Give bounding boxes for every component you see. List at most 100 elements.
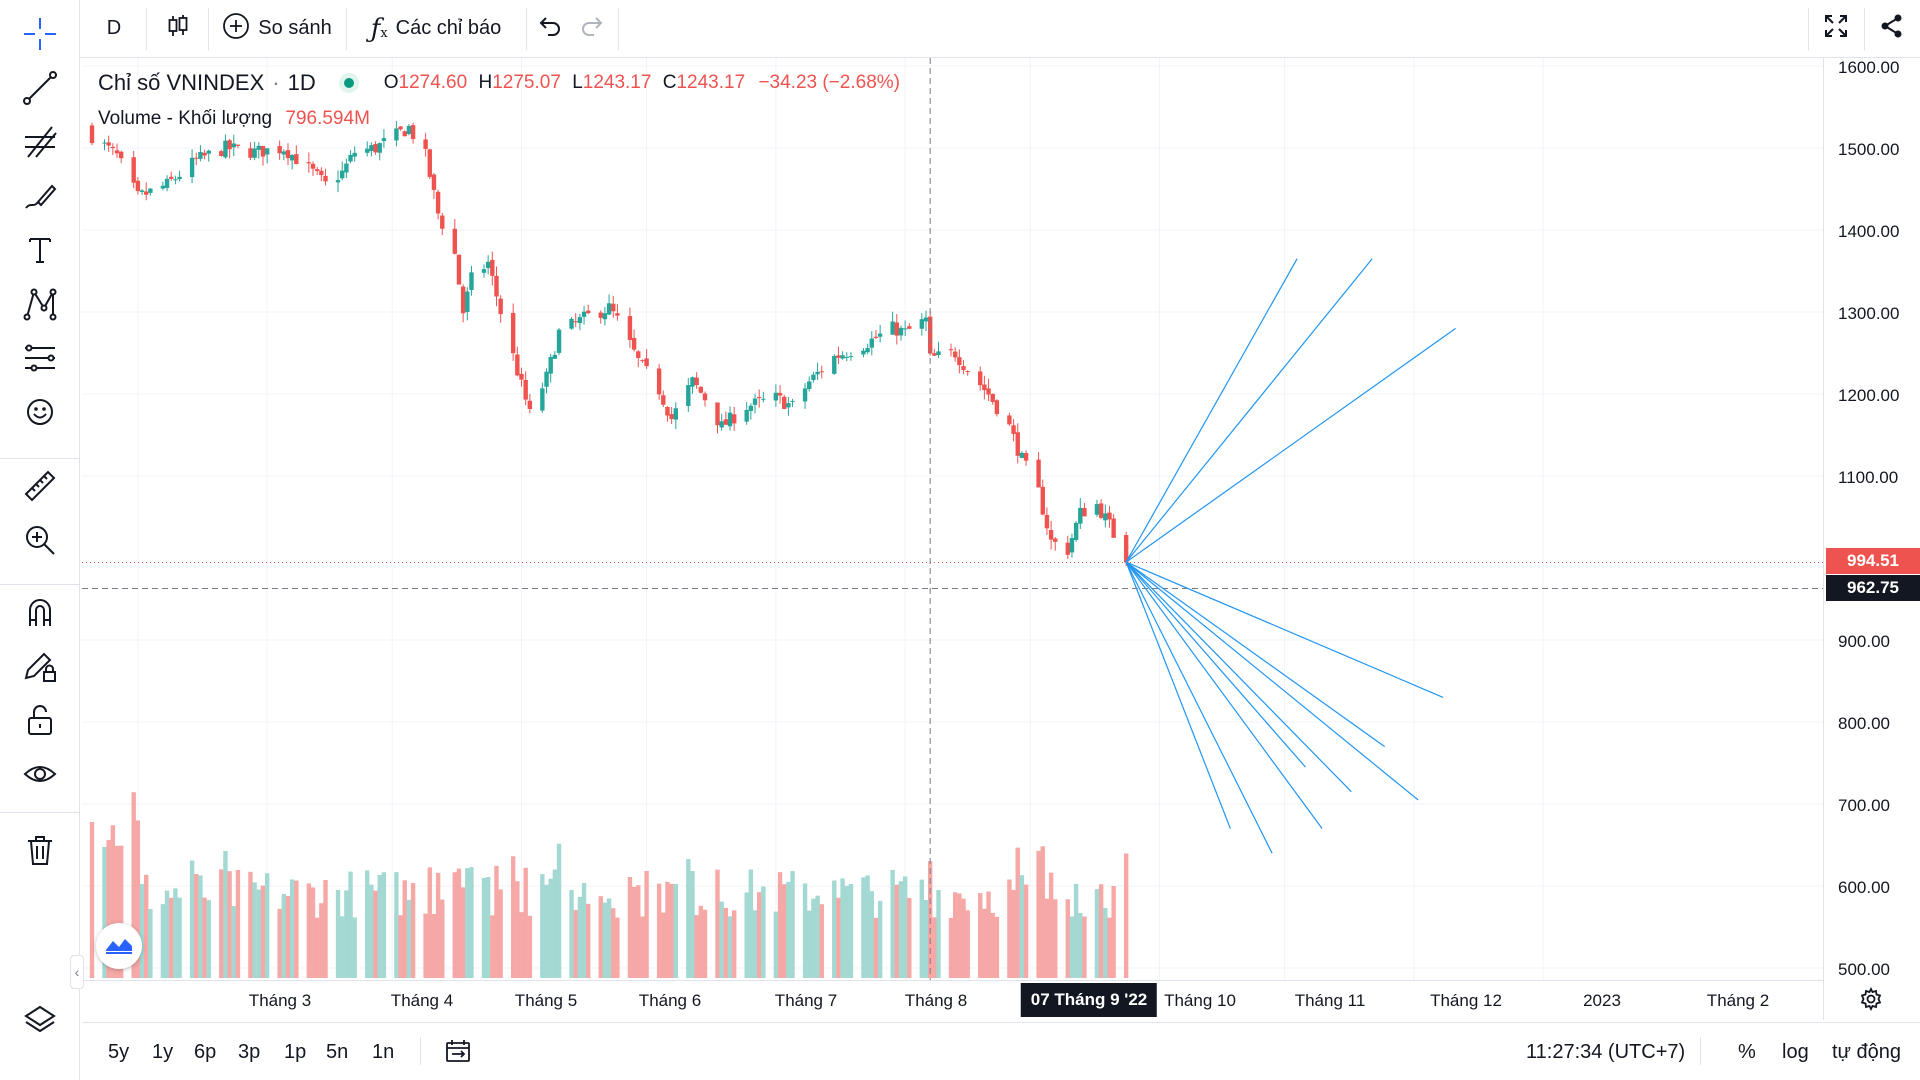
volume-bar: [264, 873, 270, 978]
volume-bar: [219, 869, 224, 978]
range-5n[interactable]: 5n: [326, 1041, 349, 1063]
candles-icon: [165, 13, 191, 45]
candle-body: [435, 191, 441, 214]
time-tick: Tháng 5: [514, 991, 578, 1010]
candle-body: [1123, 535, 1129, 563]
share-button[interactable]: [1868, 0, 1916, 57]
volume-bar: [131, 792, 136, 978]
percent-toggle[interactable]: %: [1738, 1041, 1756, 1063]
fullscreen-button[interactable]: [1812, 0, 1860, 57]
symbol-title[interactable]: Chỉ số VNINDEX: [98, 70, 265, 95]
bottom-toolbar: 5y 1y 6p 3p 1p 5n 1n 11:27:34 (UTC+7) % …: [82, 1022, 1920, 1080]
text-tool[interactable]: [18, 230, 62, 274]
candle-body: [173, 179, 178, 181]
lock-drawing-mode[interactable]: [18, 646, 62, 690]
icons-tool[interactable]: [18, 392, 62, 436]
fib-tool[interactable]: [18, 122, 62, 166]
interval-button[interactable]: D: [84, 0, 144, 57]
candle-body: [644, 358, 649, 367]
volume-bar: [281, 893, 287, 978]
volume-bar: [656, 883, 662, 978]
undo-button[interactable]: [530, 0, 570, 57]
compare-button[interactable]: So sánh: [210, 0, 344, 57]
volume-bar: [523, 867, 528, 978]
brush-tool[interactable]: [18, 176, 62, 220]
volume-bar: [340, 916, 345, 978]
volume-bar: [294, 880, 299, 978]
time-tick: Tháng 6: [638, 991, 702, 1010]
candle-body: [690, 377, 695, 387]
range-1n[interactable]: 1n: [372, 1041, 395, 1063]
candle-body: [1065, 542, 1070, 555]
brush-icon: [22, 178, 58, 219]
volume-bar: [173, 888, 178, 978]
time-axis[interactable]: Tháng 3 Tháng 4 Tháng 5 Tháng 6 Tháng 7 …: [82, 980, 1823, 1022]
candle-body: [335, 180, 341, 183]
last-price-label: 994.51: [1826, 548, 1920, 574]
tradingview-logo[interactable]: [96, 923, 142, 969]
volume-bar: [498, 889, 503, 978]
chart-pane[interactable]: [82, 58, 1823, 980]
pattern-tool[interactable]: [18, 284, 62, 328]
range-1p[interactable]: 1p: [284, 1041, 307, 1063]
volume-bar: [686, 859, 691, 978]
candle-body: [873, 336, 879, 338]
price-tick: 1300.00: [1838, 304, 1900, 323]
chart-type-button[interactable]: [148, 0, 208, 57]
lock-drawings[interactable]: [18, 700, 62, 744]
remove-drawings[interactable]: [18, 830, 62, 874]
candle-body: [402, 131, 407, 137]
volume-bar: [1123, 853, 1129, 978]
volume-bar: [365, 870, 370, 978]
object-tree-button[interactable]: [18, 1000, 62, 1044]
goto-date-button[interactable]: [444, 1038, 472, 1069]
crosshair-tool[interactable]: [18, 14, 62, 58]
volume-bar: [335, 889, 341, 978]
magnet-tool[interactable]: [18, 592, 62, 636]
volume-title[interactable]: Volume - Khối lượng: [98, 108, 273, 129]
range-6p[interactable]: 6p: [194, 1041, 217, 1063]
clock-timezone[interactable]: 11:27:34 (UTC+7): [1526, 1041, 1686, 1063]
chart-settings-button[interactable]: [1856, 984, 1886, 1018]
volume-bar: [615, 917, 620, 978]
range-3p[interactable]: 3p: [238, 1041, 261, 1063]
auto-scale-toggle[interactable]: tự động: [1832, 1041, 1901, 1063]
high-label: H: [478, 72, 493, 93]
volume-bar: [990, 912, 995, 978]
candle-body: [323, 175, 328, 182]
candle-body: [936, 351, 941, 355]
volume-bar: [485, 876, 491, 978]
zoom-tool[interactable]: [18, 520, 62, 564]
volume-bar: [1007, 879, 1012, 978]
volume-bar: [277, 908, 282, 978]
volume-bar: [164, 890, 170, 978]
price-scale[interactable]: 1600.00 1500.00 1400.00 1300.00 1200.00 …: [1823, 58, 1920, 1020]
candle-body: [289, 155, 295, 161]
candle-body: [523, 379, 528, 400]
volume-bar: [865, 875, 870, 978]
volume-bar: [890, 869, 895, 978]
candle-body: [1053, 538, 1058, 542]
indicators-button[interactable]: ƒx Các chỉ báo: [348, 0, 524, 57]
prediction-tool[interactable]: [18, 338, 62, 382]
measure-tool[interactable]: [18, 466, 62, 510]
candle-body: [890, 321, 895, 335]
volume-bar: [698, 905, 704, 978]
candle-body: [144, 191, 149, 195]
volume-bar: [877, 900, 883, 978]
candle-body: [202, 152, 207, 156]
volume-bar: [611, 908, 616, 978]
trend-line-tool[interactable]: [18, 68, 62, 112]
candle-body: [986, 388, 991, 395]
collapse-panel-button[interactable]: ‹: [70, 955, 84, 989]
candle-body: [1107, 512, 1112, 520]
range-5y[interactable]: 5y: [108, 1041, 130, 1063]
redo-button[interactable]: [572, 0, 612, 57]
volume-bar: [352, 917, 357, 978]
candle-body: [748, 405, 754, 411]
log-toggle[interactable]: log: [1782, 1041, 1809, 1063]
candle-body: [369, 145, 374, 152]
hide-drawings[interactable]: [18, 754, 62, 798]
range-1y[interactable]: 1y: [152, 1041, 174, 1063]
price-tick: 800.00: [1838, 714, 1890, 733]
